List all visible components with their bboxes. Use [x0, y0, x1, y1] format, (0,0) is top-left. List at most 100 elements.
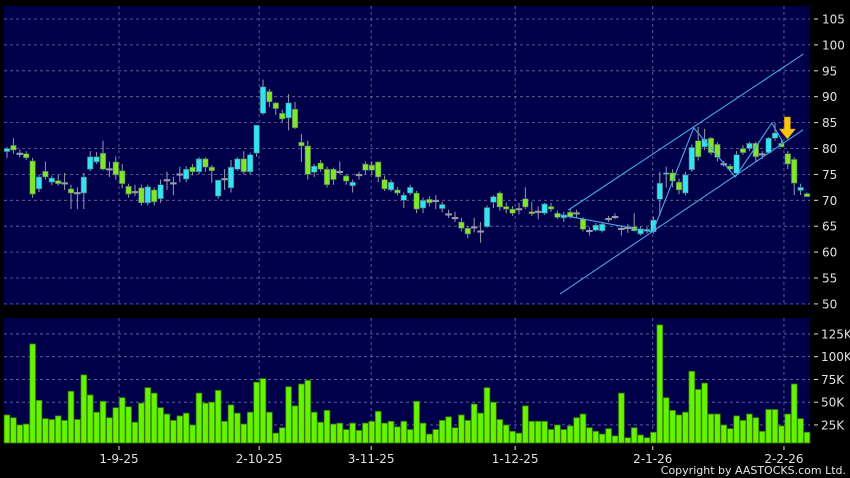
- candle-body: [637, 228, 644, 235]
- candle-body: [131, 191, 139, 194]
- volume-bar: [3, 414, 11, 444]
- volume-bar: [368, 420, 376, 444]
- zigzag-line: [559, 122, 784, 233]
- candle: [99, 140, 107, 171]
- candle: [67, 184, 75, 210]
- volume-bar: [131, 421, 139, 444]
- candle-body: [387, 181, 395, 191]
- candle: [74, 187, 81, 210]
- candle-body: [515, 208, 523, 211]
- candle: [343, 174, 350, 185]
- candle: [688, 144, 695, 172]
- candle: [618, 225, 625, 236]
- candle-body: [522, 198, 529, 208]
- volume-tick-label: 125K: [821, 327, 850, 341]
- volume-bar: [394, 426, 401, 444]
- volume-bar: [182, 412, 190, 444]
- candle: [253, 124, 260, 157]
- candle-body: [695, 140, 702, 158]
- candle: [797, 183, 804, 196]
- candle: [592, 223, 599, 232]
- volume-bar: [374, 410, 382, 444]
- date-tick-label: 2-1-26: [633, 452, 672, 466]
- volume-bar: [99, 400, 107, 444]
- trendlines: [559, 53, 804, 295]
- volume-bar: [496, 419, 504, 444]
- volume-bar: [765, 409, 772, 444]
- candle-body: [279, 112, 286, 120]
- candle-body: [67, 188, 75, 194]
- candle-body: [714, 144, 721, 158]
- candle: [477, 222, 484, 243]
- candle: [375, 161, 382, 183]
- candle-body: [317, 162, 324, 170]
- price-tick-label: 70: [822, 194, 837, 208]
- volume-bar: [637, 434, 644, 444]
- candle-body: [291, 108, 299, 129]
- price-tick-label: 80: [822, 142, 837, 156]
- volume-bar: [61, 419, 68, 444]
- candle-body: [343, 175, 350, 182]
- candle-body: [330, 168, 337, 180]
- candle: [387, 179, 395, 192]
- volume-bar: [669, 409, 676, 444]
- candle-body: [496, 192, 503, 208]
- candle-body: [400, 194, 407, 201]
- candle: [522, 187, 529, 210]
- volume-bar: [451, 427, 459, 444]
- candle: [336, 161, 344, 175]
- volume-bar: [784, 413, 792, 444]
- volume-bar: [618, 392, 625, 444]
- volume-bar: [746, 413, 753, 444]
- candle: [42, 161, 49, 180]
- candle: [304, 140, 311, 180]
- candle-body: [80, 176, 87, 194]
- volume-bar: [707, 413, 715, 444]
- volume-bar: [144, 387, 152, 444]
- candle-body: [599, 223, 606, 232]
- volume-bar: [227, 404, 235, 444]
- volume-bar: [419, 422, 427, 444]
- candle: [87, 151, 94, 172]
- candle-body: [42, 170, 49, 178]
- candle: [144, 184, 151, 206]
- candle: [656, 171, 663, 216]
- candle-body: [215, 179, 222, 197]
- candle-body: [93, 156, 100, 163]
- volume-bar: [355, 430, 363, 444]
- candle-body: [746, 143, 753, 149]
- candle: [55, 174, 62, 186]
- candle-body: [547, 206, 555, 210]
- candle: [586, 227, 593, 236]
- candle-body: [10, 145, 17, 151]
- candle-body: [311, 165, 318, 173]
- volume-bar: [10, 417, 17, 444]
- candle-body: [247, 154, 254, 173]
- volume-bar: [381, 422, 388, 444]
- candle-body: [55, 180, 62, 185]
- candle-body: [144, 186, 151, 204]
- volume-bar: [426, 433, 433, 444]
- candle-body: [234, 158, 241, 170]
- candle: [29, 157, 36, 198]
- candle: [547, 202, 555, 212]
- volume-bar: [515, 432, 523, 444]
- candle: [234, 157, 241, 171]
- volume-tick-label: 50K: [821, 396, 845, 410]
- candle-body: [618, 227, 625, 230]
- candle-body: [3, 148, 11, 152]
- candle: [451, 211, 459, 223]
- volume-bar: [790, 383, 798, 444]
- candle: [176, 166, 184, 183]
- volume-bar: [42, 418, 49, 444]
- candle: [317, 159, 324, 172]
- candle-body: [771, 132, 779, 139]
- candle: [573, 209, 580, 218]
- candle: [125, 183, 132, 198]
- volume-bar: [406, 429, 414, 444]
- volume-bar: [688, 370, 696, 444]
- volume-tick-label: 25K: [821, 418, 845, 432]
- candle: [426, 196, 433, 207]
- candle-body: [298, 141, 305, 147]
- volume-bar: [112, 407, 120, 444]
